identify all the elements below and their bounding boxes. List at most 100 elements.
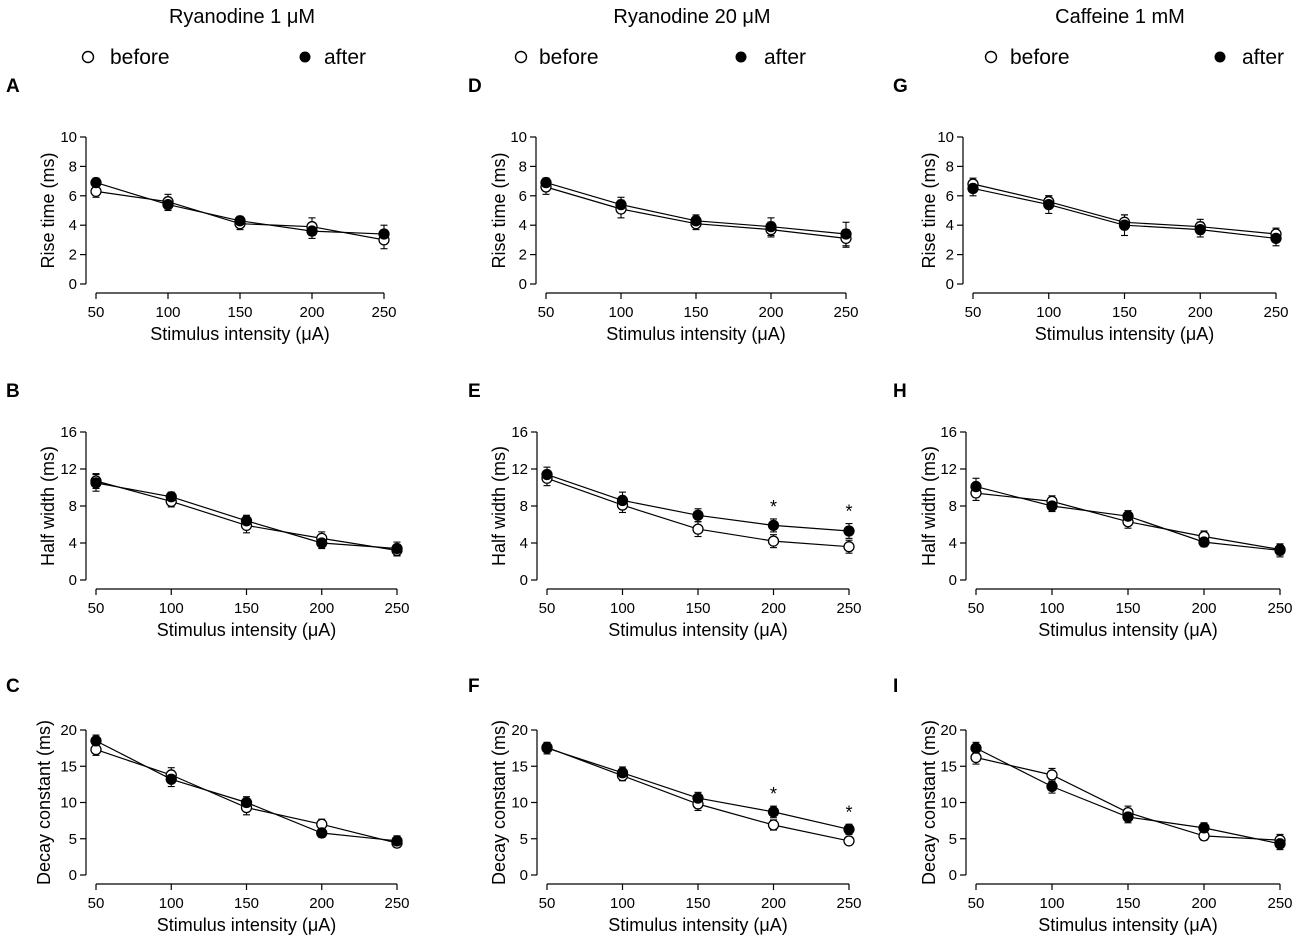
x-tick-label: 150 (685, 895, 710, 912)
panel-label: D (468, 76, 482, 97)
x-tick-label: 250 (371, 304, 396, 321)
data-point-after (1198, 536, 1210, 548)
data-point-after (162, 198, 174, 211)
legend-after-label: after (764, 46, 806, 69)
panel-b: B 0 4 8 12 16 50 100 150 200 250 Stimulus intensity… (6, 381, 410, 640)
y-tick-label: 8 (69, 498, 77, 515)
x-tick-label: 100 (155, 304, 180, 321)
data-point-after (690, 215, 702, 227)
legends: before after before after before after (81, 46, 1284, 69)
x-tick-label: 150 (1112, 304, 1137, 321)
data-point-after (234, 215, 246, 227)
x-tick-label: 100 (1036, 304, 1061, 321)
y-tick-label: 10 (60, 795, 77, 812)
y-tick-label: 15 (940, 758, 957, 775)
panel-label: A (6, 76, 20, 97)
significance-marker: * (845, 802, 852, 822)
data-point-before (843, 541, 855, 553)
y-tick-label: 10 (937, 129, 954, 146)
x-tick-label: 100 (610, 895, 635, 912)
data-point-after (391, 835, 403, 847)
y-tick-label: 4 (519, 217, 527, 234)
y-tick-label: 12 (940, 461, 957, 478)
data-point-after (1274, 838, 1286, 850)
x-tick-label: 50 (539, 600, 556, 617)
panel-label: H (893, 381, 907, 402)
data-point-before (1046, 769, 1058, 781)
y-tick-label: 8 (69, 158, 77, 175)
x-tick-label: 50 (968, 600, 985, 617)
data-point-after (765, 221, 777, 233)
x-tick-label: 150 (227, 304, 252, 321)
data-point-after (692, 792, 704, 804)
x-axis-title: Stimulus intensity (μA) (1035, 324, 1214, 344)
y-tick-label: 5 (949, 831, 957, 848)
legend-before-label: before (1010, 46, 1070, 69)
data-point-after (541, 468, 553, 481)
x-tick-label: 100 (159, 895, 184, 912)
x-axis-title: Stimulus intensity (μA) (608, 915, 787, 935)
y-tick-label: 12 (511, 461, 528, 478)
x-tick-label: 150 (1115, 600, 1140, 617)
panel-c: C 0 5 10 15 20 50 100 150 200 250 Stimulus intensit… (6, 676, 410, 935)
y-tick-label: 8 (520, 498, 528, 515)
x-tick-label: 250 (384, 600, 409, 617)
y-tick-label: 10 (511, 795, 528, 812)
x-tick-label: 50 (538, 304, 555, 321)
y-tick-label: 0 (69, 867, 77, 884)
y-tick-label: 0 (949, 572, 957, 589)
x-tick-label: 200 (1191, 895, 1216, 912)
x-axis-title: Stimulus intensity (μA) (157, 915, 336, 935)
x-tick-label: 100 (1039, 895, 1064, 912)
x-tick-label: 200 (761, 600, 786, 617)
y-tick-label: 15 (60, 758, 77, 775)
x-tick-label: 50 (968, 895, 985, 912)
data-point-after (843, 525, 855, 537)
y-tick-label: 10 (510, 129, 527, 146)
x-tick-label: 150 (685, 600, 710, 617)
panel-a: A 0 2 4 6 8 10 50 100 150 200 250 Stimulus intensity… (6, 76, 397, 344)
data-point-after (1194, 223, 1206, 236)
y-tick-label: 20 (60, 722, 77, 739)
data-point-after (165, 491, 177, 503)
legend-after-marker (299, 51, 311, 63)
data-point-before (843, 835, 855, 847)
data-point-after (840, 228, 852, 240)
y-axis-title: Rise time (ms) (489, 153, 509, 269)
significance-marker: * (770, 784, 777, 804)
series-line-after (975, 747, 1281, 845)
panel-label: G (893, 76, 908, 97)
data-point-after (843, 823, 855, 835)
y-tick-label: 8 (946, 158, 954, 175)
y-tick-label: 0 (946, 276, 954, 293)
x-tick-label: 50 (965, 304, 982, 321)
series-line-after (546, 747, 850, 830)
series-line-before (545, 186, 847, 239)
y-axis-title: Decay constant (ms) (489, 720, 509, 885)
data-point-after (1270, 232, 1282, 245)
data-point-after (1118, 219, 1131, 231)
y-tick-label: 16 (511, 424, 528, 441)
x-tick-label: 100 (608, 304, 633, 321)
data-point-after (767, 519, 780, 532)
y-tick-label: 5 (69, 831, 77, 848)
x-axis-title: Stimulus intensity (μA) (150, 324, 329, 344)
y-tick-label: 10 (60, 129, 77, 146)
panel-label: F (468, 676, 480, 697)
y-tick-label: 0 (69, 572, 77, 589)
y-tick-label: 8 (949, 498, 957, 515)
data-point-after (90, 176, 102, 189)
y-tick-label: 2 (946, 247, 954, 264)
x-tick-label: 150 (234, 600, 259, 617)
data-point-after (1198, 822, 1210, 834)
data-point-after (540, 176, 552, 189)
data-point-after (616, 494, 629, 507)
data-point-before (767, 535, 780, 547)
legend-before-label: before (539, 46, 599, 69)
x-tick-label: 50 (88, 600, 105, 617)
panel-f: F 0 5 10 15 20 50 100 150 200 250 Stimulus intensit… (468, 676, 862, 935)
y-tick-label: 16 (940, 424, 957, 441)
legend-after-marker (1214, 51, 1226, 63)
